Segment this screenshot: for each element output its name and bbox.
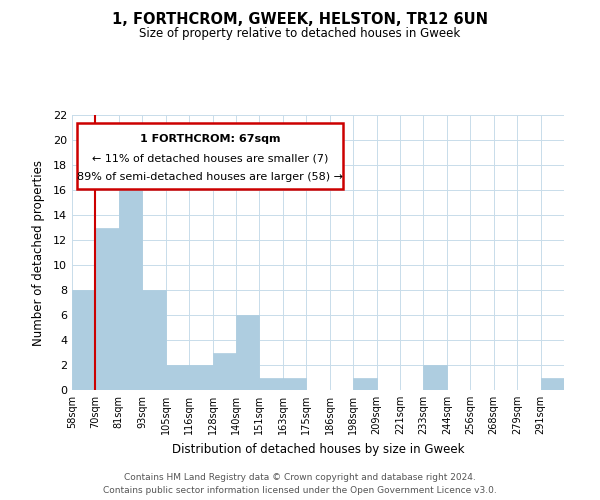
Text: 1, FORTHCROM, GWEEK, HELSTON, TR12 6UN: 1, FORTHCROM, GWEEK, HELSTON, TR12 6UN (112, 12, 488, 28)
Text: ← 11% of detached houses are smaller (7): ← 11% of detached houses are smaller (7) (92, 153, 328, 163)
Bar (189, 365, 212, 390)
Text: Contains HM Land Registry data © Crown copyright and database right 2024.: Contains HM Land Registry data © Crown c… (124, 472, 476, 482)
Text: Contains public sector information licensed under the Open Government Licence v3: Contains public sector information licen… (103, 486, 497, 495)
FancyBboxPatch shape (77, 123, 343, 189)
Text: 1 FORTHCROM: 67sqm: 1 FORTHCROM: 67sqm (140, 134, 280, 144)
Bar (142, 290, 166, 390)
Bar (541, 378, 564, 390)
Bar (212, 352, 236, 390)
Bar (259, 378, 283, 390)
Bar (119, 165, 142, 390)
Bar (72, 290, 95, 390)
X-axis label: Distribution of detached houses by size in Gweek: Distribution of detached houses by size … (172, 442, 464, 456)
Bar (424, 365, 447, 390)
Bar (236, 315, 259, 390)
Bar (166, 365, 189, 390)
Bar (353, 378, 377, 390)
Text: 89% of semi-detached houses are larger (58) →: 89% of semi-detached houses are larger (… (77, 172, 343, 182)
Y-axis label: Number of detached properties: Number of detached properties (32, 160, 44, 346)
Text: Size of property relative to detached houses in Gweek: Size of property relative to detached ho… (139, 28, 461, 40)
Bar (95, 228, 119, 390)
Bar (283, 378, 306, 390)
